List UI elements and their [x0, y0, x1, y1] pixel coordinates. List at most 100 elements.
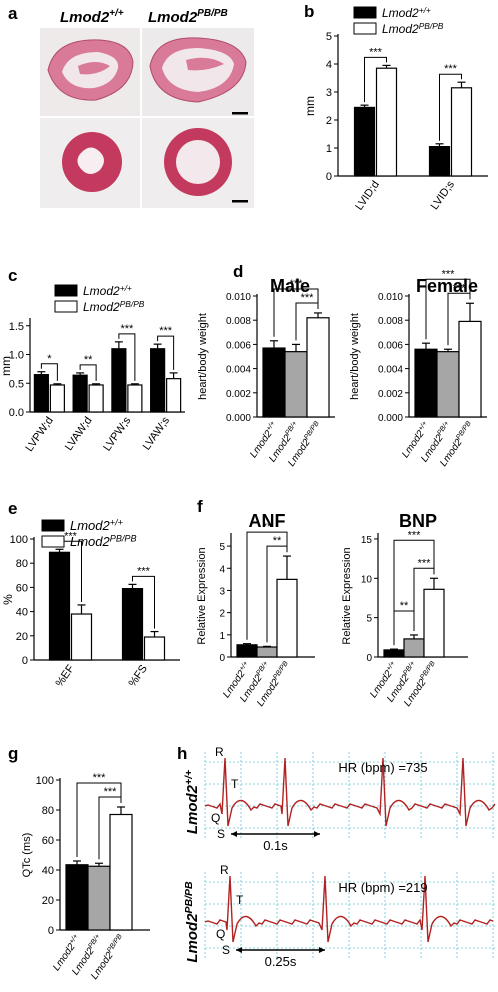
chart-d-female: Female 0.000 0.002 0.004 0.006 0.008 0.010 hear…	[349, 268, 487, 469]
significance-label: ***	[301, 292, 315, 304]
y-tick-label: 0.002	[226, 389, 251, 400]
bar	[33, 374, 49, 413]
y-tick-label: 3	[326, 87, 332, 99]
bar	[70, 613, 93, 661]
y-tick-label: 0.008	[226, 316, 251, 327]
panel-label: d	[233, 262, 244, 281]
wave-label-q: Q	[216, 927, 225, 941]
significance-bracket	[118, 333, 136, 381]
significance-label: ***	[64, 530, 78, 542]
y-axis-label: mm	[303, 96, 317, 116]
y-tick-label: 40	[16, 607, 28, 619]
bar	[87, 865, 111, 931]
bar	[383, 649, 405, 658]
bar	[414, 348, 438, 418]
significance-label: **	[273, 535, 282, 547]
significance-bracket	[157, 335, 175, 370]
significance-bracket	[393, 539, 435, 646]
panel-g: g 0 20 40 60 80 100 QTc (ms) Lmod2+/+ Lmod2PB/+ L…	[0, 740, 190, 992]
chart-title: ANF	[249, 511, 286, 531]
y-tick-label: 2	[219, 609, 225, 620]
significance-bracket	[273, 288, 319, 337]
ecg-trace	[204, 757, 496, 827]
significance-bracket	[76, 782, 122, 857]
x-tick-label: LVID;d	[353, 179, 382, 210]
significance-label: ***	[159, 325, 173, 337]
bar	[450, 87, 473, 177]
y-axis-label: mm	[0, 356, 13, 376]
y-axis-label: heart/body weight	[349, 313, 361, 400]
wave-label-t: T	[231, 777, 239, 791]
y-tick-label: 0	[366, 653, 372, 664]
y-tick-label: 3	[219, 586, 225, 597]
significance-label: ***	[369, 46, 383, 58]
x-tick-label: LVAW;d	[63, 415, 95, 453]
y-tick-label: 80	[16, 558, 28, 570]
y-tick-label: 4	[219, 564, 225, 575]
bar	[353, 106, 376, 177]
significance-label: ***	[137, 565, 151, 577]
y-axis-label: heart/body weight	[197, 313, 209, 400]
significance-label: **	[400, 600, 409, 612]
y-tick-label: 1	[219, 631, 225, 642]
time-scale-label: 0.1s	[263, 838, 288, 853]
short-axis-section-wt	[62, 132, 122, 192]
x-tick-label: LVPW;d	[23, 415, 55, 454]
chart-b: 0 1 2 3 4 5 mm *** LVID;d *** LVID;s Lmod2+/+Lmod2P…	[303, 5, 488, 210]
bar	[111, 348, 127, 413]
panel-label: h	[177, 744, 188, 763]
x-tick-label: LVAW;s	[141, 414, 173, 452]
legend-label: Lmod2PB/PB	[83, 299, 145, 314]
y-tick-label: 0.000	[378, 413, 403, 424]
bar	[143, 636, 166, 661]
panel-a: a Lmod2+/+ Lmod2PB/PB	[0, 0, 262, 210]
chart-title: BNP	[399, 511, 437, 531]
legend-label: Lmod2+/+	[83, 283, 132, 298]
short-axis-section-mut	[164, 128, 232, 196]
bar	[127, 384, 143, 413]
scale-bar	[232, 200, 248, 203]
y-axis-label: QTc (ms)	[21, 833, 33, 878]
y-tick-label: 0.008	[378, 316, 403, 327]
y-axis-label: Relative Expression	[341, 547, 353, 644]
y-tick-label: 100	[36, 775, 54, 787]
significance-label: ***	[290, 278, 304, 290]
y-axis-label: Relative Expression	[197, 547, 208, 644]
panel-b: b 0 1 2 3 4 5 mm *** LVID;d *** LVID;s Lmod2+/+ Lmod…	[268, 0, 498, 210]
panel-f: f ANF 0 1 2 3 4 5 Relative Expression Lmod2+/+ Lm…	[195, 495, 498, 720]
significance-label: *	[47, 353, 52, 365]
significance-bracket	[425, 278, 471, 340]
legend-swatch	[41, 535, 65, 548]
y-tick-label: 0.004	[226, 365, 251, 376]
y-tick-label: 1.0	[9, 350, 24, 362]
y-tick-label: 0	[48, 925, 54, 937]
genotype-label: Lmod2+/+	[183, 770, 201, 834]
legend-label: Lmod2PB/PB	[382, 21, 444, 36]
y-tick-label: 1.5	[9, 321, 24, 333]
significance-bracket	[439, 73, 462, 141]
y-tick-label: 1	[326, 143, 332, 155]
wave-label-q: Q	[211, 811, 220, 825]
legend-label: Lmod2+/+	[70, 517, 123, 533]
long-axis-section-wt	[47, 39, 134, 101]
chart-c: 0.0 0.5 1.0 1.5 mm * LVPW;d ** LVAW;d *** LVPW;s **…	[0, 283, 185, 454]
y-tick-label: 0.004	[378, 365, 403, 376]
y-tick-label: 15	[361, 535, 373, 546]
bar	[65, 864, 89, 931]
bar	[262, 347, 286, 418]
legend-swatch	[353, 6, 377, 19]
histology-images	[40, 28, 254, 208]
legend-swatch	[353, 22, 377, 35]
bar	[375, 67, 398, 177]
significance-label: ***	[120, 323, 134, 335]
bar	[306, 317, 330, 418]
bar	[72, 374, 88, 413]
x-tick-label: LVPW;s	[101, 414, 133, 453]
y-tick-label: 60	[16, 582, 28, 594]
legend-swatch	[41, 519, 65, 532]
x-tick-label: LVID;s	[429, 178, 458, 210]
bar	[428, 146, 451, 177]
